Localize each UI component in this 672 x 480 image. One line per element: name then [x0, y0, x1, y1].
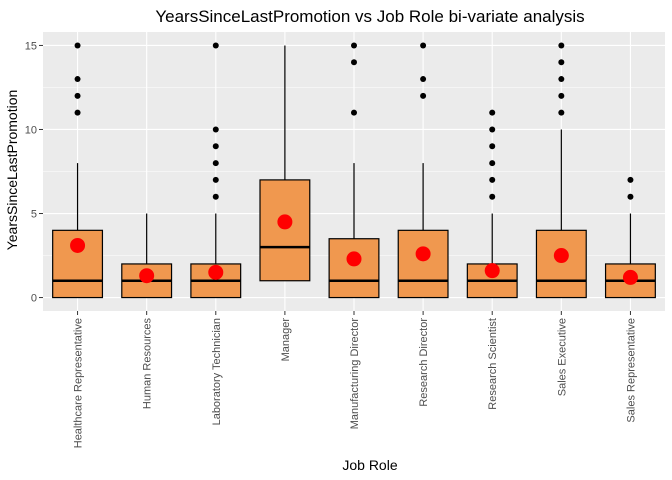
outlier-point: [74, 76, 81, 83]
box-research-scientist: [466, 109, 518, 299]
mean-point: [484, 263, 500, 279]
outlier-point: [489, 193, 496, 200]
outlier-point: [212, 42, 219, 49]
outlier-point: [558, 59, 565, 66]
outlier-point: [212, 193, 219, 200]
mean-point: [622, 269, 638, 285]
outlier-point: [489, 160, 496, 167]
x-tick-label: Sales Representative: [625, 318, 637, 423]
outlier-point: [74, 92, 81, 99]
y-tick-label: 5: [31, 209, 37, 221]
x-tick-label: Manufacturing Director: [349, 318, 361, 430]
outlier-point: [420, 92, 427, 99]
x-axis-title: Job Role: [342, 457, 397, 473]
box-research-director: [397, 42, 449, 299]
box-healthcare-representative: [52, 42, 104, 299]
boxes: [52, 42, 656, 299]
box-body: [259, 179, 311, 282]
box-sales-executive: [535, 42, 587, 299]
outlier-point: [558, 42, 565, 49]
mean-point: [208, 264, 224, 280]
outlier-point: [351, 42, 357, 49]
outlier-point: [489, 176, 496, 183]
outlier-point: [212, 126, 219, 133]
x-tick-label: Research Scientist: [487, 318, 499, 410]
outlier-point: [558, 109, 565, 116]
outlier-point: [489, 109, 496, 116]
outlier-point: [74, 42, 81, 49]
y-axis-title: YearsSinceLastPromotion: [4, 90, 20, 251]
box-body: [397, 229, 449, 299]
x-tick-label: Sales Executive: [556, 318, 568, 396]
box-human-resources: [121, 213, 173, 299]
outlier-point: [212, 160, 219, 167]
box-manager: [259, 45, 311, 282]
x-axis: Healthcare Representative Human Resources…: [73, 311, 637, 448]
outlier-point: [212, 143, 219, 150]
box-manufacturing-director: [328, 42, 380, 299]
y-tick-label: 0: [31, 293, 37, 305]
mean-point: [70, 237, 86, 253]
outlier-point: [489, 143, 496, 150]
outlier-point: [558, 76, 565, 83]
x-tick-label: Laboratory Technician: [211, 318, 223, 425]
x-tick-label: Human Resources: [142, 318, 154, 410]
x-tick-label: Manager: [280, 318, 292, 362]
outlier-point: [627, 193, 634, 200]
mean-point: [415, 246, 431, 262]
outlier-point: [489, 126, 496, 133]
box-body: [535, 229, 587, 299]
outlier-point: [420, 42, 427, 49]
outlier-point: [627, 176, 634, 183]
y-axis: 0 5 10 15: [25, 40, 43, 305]
chart-title: YearsSinceLastPromotion vs Job Role bi-v…: [155, 7, 584, 26]
x-tick-label: Research Director: [418, 318, 430, 407]
outlier-point: [351, 59, 357, 66]
box-body: [52, 229, 104, 299]
box-sales-representative: [604, 176, 656, 299]
outlier-point: [351, 109, 357, 116]
mean-point: [139, 268, 155, 284]
y-tick-label: 15: [25, 40, 37, 52]
outlier-point: [212, 176, 219, 183]
mean-point: [277, 214, 293, 230]
box-body: [328, 238, 380, 299]
y-tick-label: 10: [25, 124, 37, 136]
outlier-point: [420, 76, 427, 83]
outlier-point: [74, 109, 81, 116]
box-laboratory-technician: [190, 42, 242, 299]
mean-point: [553, 248, 569, 264]
outlier-point: [558, 92, 565, 99]
x-tick-label: Healthcare Representative: [73, 318, 85, 448]
mean-point: [346, 251, 362, 267]
